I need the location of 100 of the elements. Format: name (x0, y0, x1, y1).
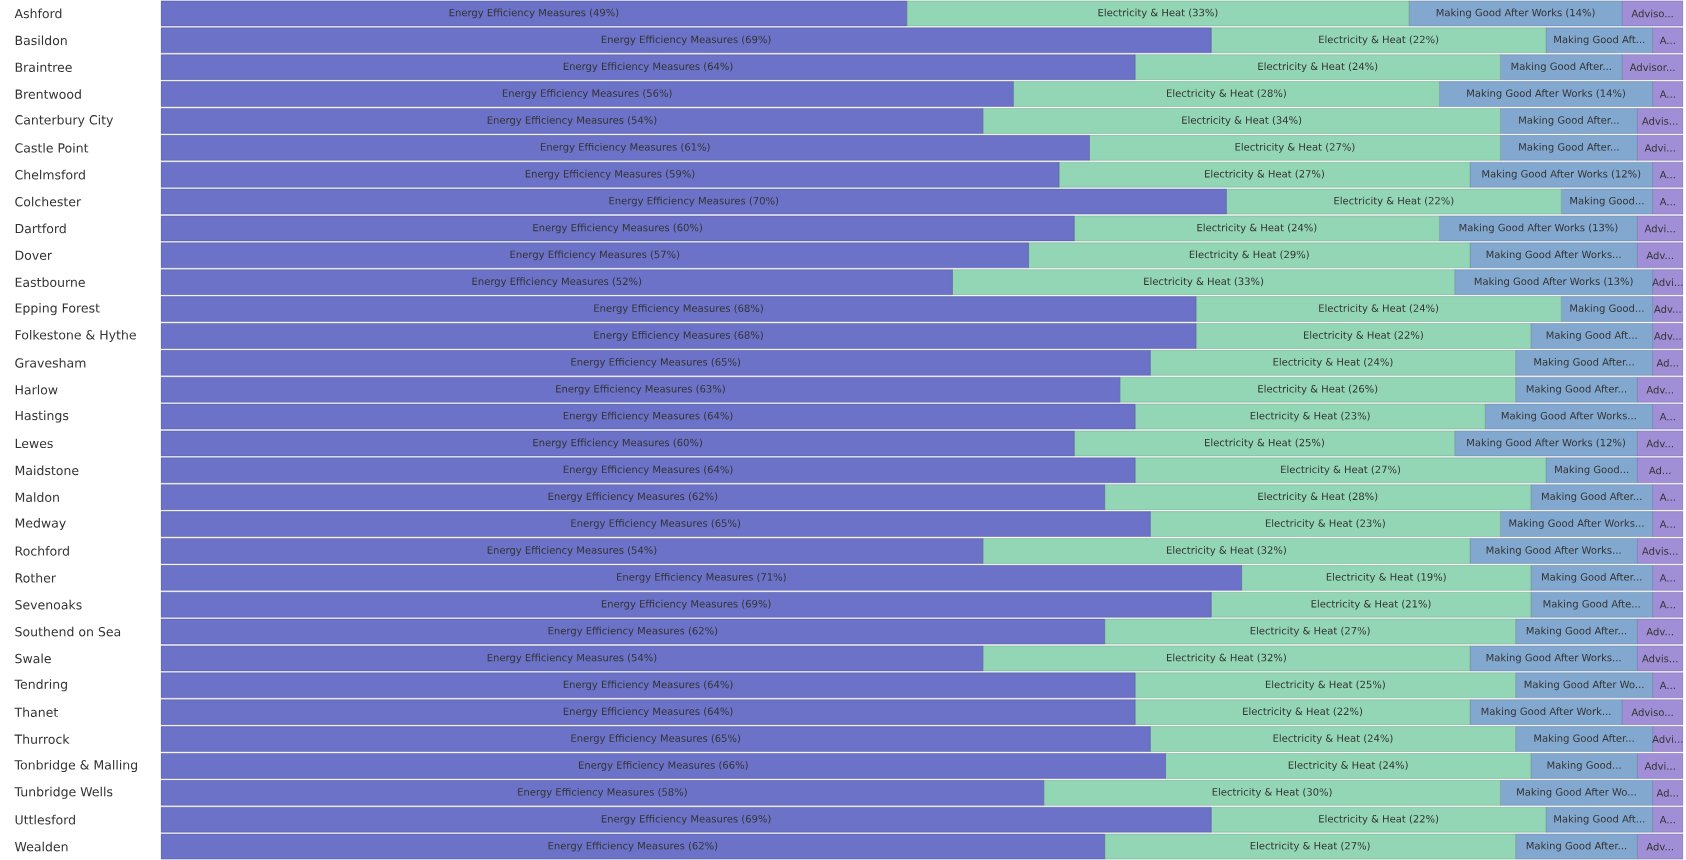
data-label: Advi... (1652, 278, 1683, 287)
data-label: Energy Efficiency Measures (60%) (533, 223, 702, 234)
data-label: Making Good After Works... (1486, 546, 1621, 556)
data-label: Adv... (1654, 305, 1681, 313)
data-label: Making Good After Works (13%) (1459, 223, 1618, 234)
data-label: Energy Efficiency Measures (60%) (533, 438, 702, 449)
data-label: Making Good After... (1526, 384, 1627, 395)
data-label: Electricity & Heat (30%) (1212, 787, 1332, 798)
data-label: Electricity & Heat (21%) (1311, 599, 1431, 610)
data-label: A... (1659, 412, 1675, 421)
data-label: Making Good After... (1542, 572, 1642, 583)
data-label: Electricity & Heat (32%) (1167, 653, 1286, 664)
data-label: Adv... (1646, 627, 1673, 636)
y-tick-label: Basildon (15, 35, 67, 46)
data-label: Energy Efficiency Measures (62%) (548, 626, 718, 637)
data-label: Energy Efficiency Measures (49%) (449, 8, 619, 19)
data-label: Making Good After Wo... (1524, 680, 1644, 691)
y-tick-label: Tonbridge & Malling (14, 759, 138, 772)
data-label: Adviso... (1631, 9, 1673, 18)
y-tick-label: Southend on Sea (15, 626, 121, 637)
data-label: Making Good After Work... (1481, 707, 1611, 718)
data-label: Energy Efficiency Measures (61%) (540, 142, 710, 153)
data-label: Energy Efficiency Measures (68%) (594, 331, 763, 341)
y-tick-label: Gravesham (15, 357, 86, 368)
data-label: Making Good Afte... (1543, 599, 1640, 610)
data-label: Adv... (1646, 251, 1673, 260)
data-label: A... (1659, 90, 1675, 98)
data-label: Ad... (1656, 788, 1678, 797)
data-label: Making Good After Works... (1501, 411, 1636, 422)
data-label: Advis... (1642, 117, 1678, 125)
data-label: Making Good After Works... (1486, 653, 1621, 664)
data-label: Making Good After Works (13%) (1474, 277, 1633, 288)
data-label: A... (1659, 493, 1675, 501)
data-label: Electricity & Heat (24%) (1273, 734, 1393, 744)
data-label: Making Good Aft... (1554, 35, 1645, 46)
data-label: Electricity & Heat (22%) (1319, 814, 1439, 825)
data-label: Electricity & Heat (32%) (1167, 546, 1286, 556)
data-label: Electricity & Heat (22%) (1304, 331, 1423, 341)
data-label: Energy Efficiency Measures (57%) (510, 250, 680, 261)
data-label: Energy Efficiency Measures (71%) (617, 572, 786, 583)
data-label: Making Good Aft... (1546, 331, 1637, 341)
data-label: Advi... (1644, 762, 1675, 770)
data-label: Electricity & Heat (28%) (1167, 89, 1286, 99)
data-label: Advi... (1652, 735, 1683, 743)
data-label: Electricity & Heat (27%) (1235, 142, 1355, 153)
data-label: Making Good After Works (14%) (1467, 89, 1625, 99)
data-label: Energy Efficiency Measures (63%) (556, 384, 725, 395)
data-label: Making Good After Works... (1486, 250, 1621, 261)
data-label: Making Good Aft... (1554, 814, 1645, 825)
data-label: Energy Efficiency Measures (59%) (525, 169, 695, 180)
data-label: A... (1659, 681, 1675, 689)
data-label: Making Good... (1555, 465, 1629, 476)
data-label: Making Good After Wo... (1517, 787, 1636, 798)
y-tick-label: Dover (15, 250, 53, 260)
data-label: A... (1659, 171, 1675, 179)
data-label: Energy Efficiency Measures (65%) (571, 519, 741, 529)
data-label: Adv... (1646, 385, 1673, 394)
data-label: Electricity & Heat (23%) (1265, 519, 1385, 529)
data-label: Making Good After Works... (1509, 519, 1644, 529)
data-label: Making Good After Works (12%) (1467, 438, 1625, 449)
data-label: Energy Efficiency Measures (64%) (563, 680, 733, 691)
y-tick-label: Thanet (14, 707, 58, 718)
data-label: Electricity & Heat (27%) (1205, 169, 1324, 180)
data-label: Energy Efficiency Measures (64%) (563, 465, 733, 476)
y-tick-label: Hastings (15, 410, 69, 423)
data-label: Adv... (1646, 439, 1673, 448)
y-tick-label: Colchester (15, 196, 82, 207)
y-tick-label: Rother (15, 572, 56, 583)
data-label: Electricity & Heat (24%) (1197, 223, 1317, 234)
data-label: Electricity & Heat (23%) (1250, 411, 1370, 422)
y-tick-label: Castle Point (15, 142, 89, 153)
data-label: Advi... (1644, 224, 1675, 233)
data-label: Electricity & Heat (22%) (1319, 35, 1439, 46)
data-label: Adviso... (1631, 708, 1673, 717)
y-tick-label: Maidstone (15, 465, 79, 476)
data-label: Energy Efficiency Measures (65%) (571, 357, 741, 368)
data-label: Electricity & Heat (22%) (1334, 196, 1454, 207)
y-tick-label: Tendring (14, 679, 67, 692)
y-tick-label: Sevenoaks (15, 599, 82, 610)
data-label: A... (1659, 816, 1675, 824)
y-tick-label: Medway (15, 518, 66, 531)
data-label: Electricity & Heat (29%) (1189, 250, 1309, 261)
data-label: Energy Efficiency Measures (66%) (579, 761, 748, 771)
data-label: Electricity & Heat (33%) (1144, 277, 1264, 288)
data-label: Electricity & Heat (34%) (1182, 116, 1302, 126)
data-label: Electricity & Heat (19%) (1326, 572, 1446, 583)
y-tick-label: Canterbury City (15, 114, 114, 127)
y-tick-label: Tunbridge Wells (14, 786, 113, 799)
y-tick-label: Swale (15, 653, 51, 664)
data-label: Energy Efficiency Measures (62%) (548, 841, 718, 852)
data-label: Making Good After... (1526, 626, 1627, 637)
y-tick-label: Chelmsford (15, 169, 85, 180)
data-label: A... (1659, 520, 1675, 528)
data-label: Electricity & Heat (33%) (1098, 8, 1218, 19)
data-label: Making Good After... (1534, 734, 1634, 744)
y-tick-label: Folkestone & Hythe (15, 329, 136, 342)
data-label: Energy Efficiency Measures (54%) (487, 116, 657, 126)
data-label: Advis... (1642, 547, 1678, 555)
y-tick-label: Braintree (15, 62, 72, 73)
y-tick-label: Lewes (15, 438, 53, 449)
